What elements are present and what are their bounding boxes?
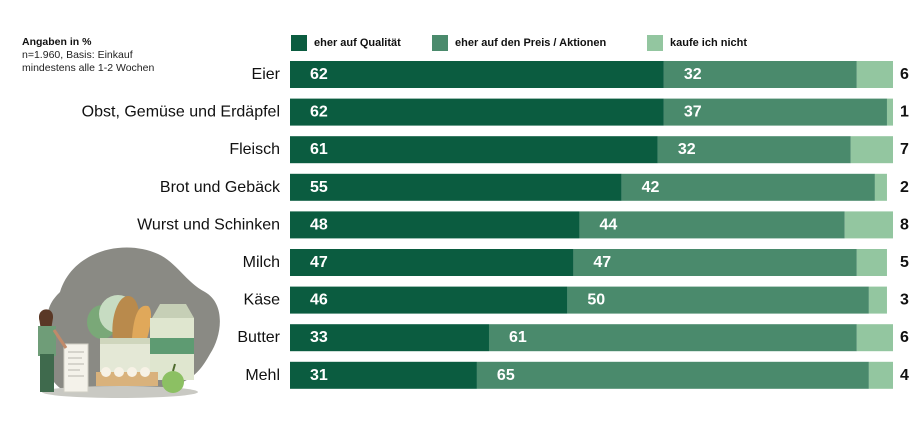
base-note-line-1: n=1.960, Basis: Einkauf [22,49,133,61]
legend-swatch-price [432,35,448,51]
bar-segment-quality [290,361,477,389]
category-label: Mehl [245,367,280,384]
bar-segment-price [657,136,851,164]
data-label-not-buying: 3 [900,292,909,309]
egg-icon [140,367,150,377]
bar-segment-not-buying [856,249,887,276]
data-label-price: 32 [678,141,696,158]
egg-icon [114,367,124,377]
data-label-not-buying: 8 [900,216,909,233]
bar-segment-price [476,361,869,389]
bar-segment-quality [290,136,658,164]
shopper-legs-icon [40,354,54,392]
legend-item-not-buying: kaufe ich nicht [647,33,747,53]
data-label-quality: 46 [310,292,328,309]
data-label-price: 47 [593,254,611,271]
apple-stem-icon [172,363,176,372]
bar-segment-not-buying [874,173,887,201]
category-label: Brot und Gebäck [160,179,281,196]
bar-segment-price [663,98,887,126]
bar-segment-not-buying [868,286,887,314]
data-label-price: 42 [642,179,660,196]
data-label-price: 65 [497,367,515,384]
legend-label-not-buying: kaufe ich nicht [670,37,748,49]
category-label: Obst, Gemüse und Erdäpfel [82,104,280,121]
data-label-price: 61 [509,329,527,346]
bar-segment-quality [290,98,664,126]
legend-item-price: eher auf den Preis / Aktionen [432,33,606,53]
data-label-not-buying: 7 [900,141,909,158]
bar-segment-price [579,211,845,239]
data-label-not-buying: 6 [900,66,909,83]
data-label-quality: 47 [310,254,328,271]
bar-segment-quality [290,173,622,201]
unit-label: Angaben in % [22,36,92,48]
category-label: Eier [252,66,281,83]
bar-segment-quality [290,286,568,314]
bar-segment-not-buying [886,98,893,126]
data-label-not-buying: 1 [900,104,909,121]
bar-segment-not-buying [856,61,893,88]
bar-segment-price [573,249,857,276]
bar-segment-quality [290,249,574,276]
category-label: Käse [244,292,281,309]
category-label: Wurst und Schinken [137,216,280,233]
legend-swatch-not-buying [647,35,663,51]
bar-segment-quality [290,61,664,88]
bar-segment-not-buying [868,361,893,389]
category-label: Butter [237,329,280,346]
data-label-not-buying: 5 [900,254,909,271]
category-label: Fleisch [229,141,280,158]
milk-carton-top-icon [152,304,194,318]
legend-label-price: eher auf den Preis / Aktionen [455,37,607,49]
bar-segment-quality [290,211,580,239]
apple-icon [162,371,184,393]
data-label-quality: 61 [310,141,328,158]
egg-icon [101,367,111,377]
bar-segment-price [488,324,857,352]
receipt-lines-icon [68,351,84,377]
data-label-quality: 33 [310,329,328,346]
shopper-hair-icon [38,309,54,330]
chart-meta: Angaben in % n=1.960, Basis: Einkauf min… [22,36,154,75]
data-label-price: 44 [599,216,617,233]
shopper-body-icon [38,326,56,356]
data-label-not-buying: 6 [900,329,909,346]
data-label-not-buying: 4 [900,367,909,384]
shopper-arm-icon [52,329,68,349]
base-note-line-2: mindestens alle 1-2 Wochen [22,62,155,74]
bar-segment-quality [290,324,489,352]
grocery-bag-rim-icon [100,338,152,344]
legend-swatch-quality [291,35,307,51]
data-label-quality: 62 [310,66,328,83]
bar-segment-not-buying [856,324,893,352]
milk-label-icon [150,338,194,354]
data-label-quality: 48 [310,216,328,233]
bar-segment-not-buying [850,136,893,164]
data-label-not-buying: 2 [900,179,909,196]
bar-segment-price [663,61,857,88]
bar-segment-not-buying [844,211,893,239]
baguette-icon [132,305,152,342]
data-label-quality: 31 [310,367,328,384]
category-label: Milch [243,254,280,271]
legend-item-quality: eher auf Qualität [291,33,401,53]
legend-label-quality: eher auf Qualität [314,37,401,49]
data-label-quality: 62 [310,104,328,121]
data-label-price: 32 [684,66,702,83]
data-label-price: 37 [684,104,702,121]
egg-icon [127,367,137,377]
bread-icon [112,296,140,340]
data-label-quality: 55 [310,179,328,196]
bar-segment-price [621,173,875,201]
bar-segment-price [567,286,869,314]
data-label-price: 50 [587,292,605,309]
